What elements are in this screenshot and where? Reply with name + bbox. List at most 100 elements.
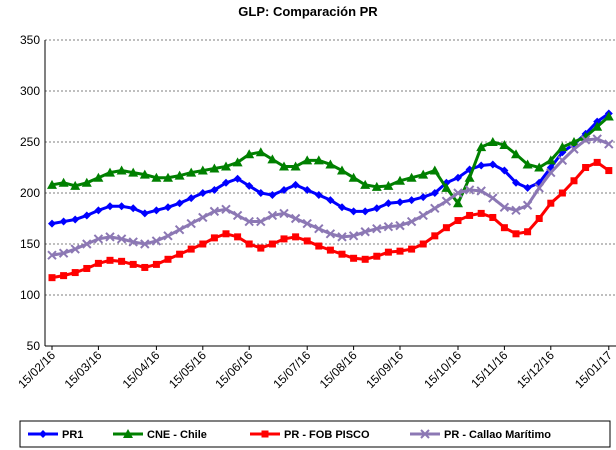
marker [82, 211, 91, 220]
marker [58, 248, 69, 258]
marker [152, 206, 161, 215]
marker [47, 179, 57, 189]
marker [545, 155, 556, 165]
marker [59, 217, 68, 226]
marker [488, 193, 498, 203]
marker [186, 167, 197, 177]
y-tick-label: 250 [20, 135, 40, 149]
marker [361, 207, 370, 216]
marker [313, 155, 324, 165]
marker [164, 203, 172, 212]
marker [570, 177, 578, 185]
marker [83, 264, 91, 272]
marker [222, 230, 230, 238]
marker [233, 174, 242, 183]
marker [476, 186, 486, 196]
marker [39, 430, 47, 438]
marker [348, 172, 359, 182]
marker [477, 209, 485, 217]
series-line [51, 160, 610, 280]
marker [163, 231, 173, 241]
marker [175, 199, 184, 208]
marker [268, 240, 276, 248]
marker [174, 170, 185, 180]
marker [522, 200, 533, 210]
marker [360, 179, 371, 189]
marker [569, 137, 579, 146]
marker [605, 167, 613, 175]
marker [261, 430, 269, 438]
marker [292, 233, 300, 241]
marker [48, 219, 56, 228]
marker [442, 224, 450, 232]
marker [256, 216, 266, 227]
y-tick-label: 150 [20, 237, 40, 251]
y-tick-label: 100 [20, 288, 40, 302]
marker [512, 230, 520, 238]
x-tick-label: 15/07/16 [270, 348, 313, 391]
marker [221, 204, 231, 215]
marker [152, 260, 160, 268]
marker [164, 255, 172, 263]
marker [290, 213, 301, 224]
marker [603, 111, 614, 121]
marker [604, 139, 614, 149]
marker [199, 240, 207, 248]
x-tick-label: 15/01/17 [572, 348, 615, 391]
marker [257, 244, 265, 252]
marker [267, 210, 278, 221]
marker [569, 144, 579, 154]
marker [464, 185, 475, 195]
marker [70, 180, 81, 190]
marker [441, 182, 452, 192]
marker [361, 255, 369, 263]
marker [81, 177, 92, 187]
marker [302, 155, 313, 165]
marker [70, 244, 80, 254]
marker [129, 260, 137, 268]
marker [209, 163, 220, 173]
marker [500, 224, 508, 232]
marker [580, 135, 591, 145]
marker [94, 206, 103, 215]
marker [325, 229, 336, 239]
marker [420, 429, 430, 439]
marker [454, 173, 462, 182]
marker [488, 160, 497, 169]
legend-label: PR1 [62, 429, 83, 441]
marker [454, 217, 462, 225]
marker [372, 223, 382, 234]
marker [186, 218, 196, 229]
marker [466, 211, 474, 219]
marker [116, 234, 127, 244]
marker [47, 250, 57, 260]
marker [268, 191, 277, 200]
y-tick-label: 300 [20, 84, 40, 98]
marker [128, 237, 138, 247]
marker [338, 203, 346, 212]
marker [245, 240, 253, 248]
marker [383, 180, 394, 190]
marker [395, 175, 405, 185]
marker [348, 231, 359, 241]
y-tick-label: 200 [20, 186, 40, 200]
x-tick-label: 15/08/16 [317, 348, 360, 391]
marker [371, 181, 382, 191]
marker [524, 228, 532, 236]
x-tick-label: 15/11/16 [468, 348, 511, 391]
marker [326, 246, 334, 254]
marker [176, 250, 184, 258]
marker [303, 185, 312, 194]
marker [291, 180, 300, 189]
marker [558, 189, 566, 197]
marker [187, 194, 196, 203]
marker [151, 172, 162, 182]
marker [82, 239, 92, 249]
marker [408, 245, 416, 253]
marker [267, 154, 278, 164]
marker [593, 158, 601, 166]
marker [106, 256, 114, 264]
marker [430, 189, 439, 197]
marker [280, 235, 288, 243]
marker [419, 240, 427, 248]
